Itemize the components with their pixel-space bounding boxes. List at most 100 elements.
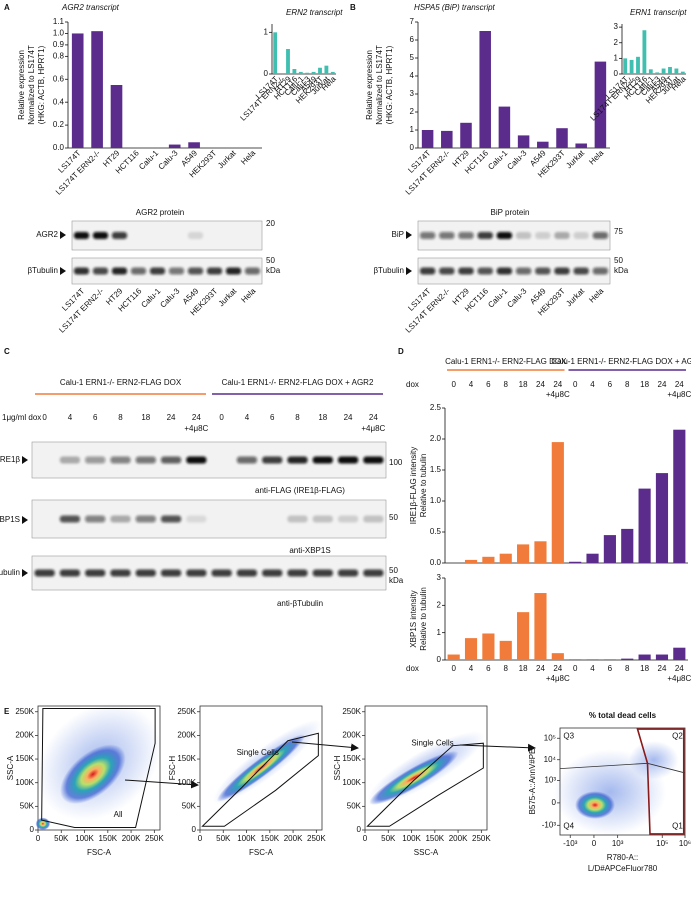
y-tick-label: 0 [410,143,415,152]
blot-band [225,267,242,275]
bar [655,72,660,74]
y-axis-label: B575-A::AnnV#PE [528,749,537,815]
y-tick-label: 10⁴ [544,755,557,764]
blot-band [59,569,81,577]
bar [517,135,530,148]
gate-arrow [124,779,199,789]
y-axis-label: (HKG: ACTB, HPRT1) [37,45,46,124]
gate-label: All [114,810,123,819]
blot-band [554,267,570,275]
bar [642,30,647,74]
bar [603,659,616,660]
bar [575,143,587,148]
y-axis-label: Relative expression [17,50,26,120]
y-axis-label: SSC-A [6,755,15,780]
blot-band [458,267,474,275]
bar [482,633,495,660]
blot-band [515,267,532,275]
row-arrow [22,516,28,524]
x-tick-label: 250K [472,834,491,843]
plot-title: % total dead cells [589,711,657,720]
y-tick-label: 2.5 [430,403,442,412]
blot-row-label: XBP1S [0,515,20,524]
x-tick-label: 8 [625,664,630,673]
bar [674,68,679,74]
row-arrow [406,267,412,275]
y-tick-label: 1 [614,53,619,62]
bar [586,659,599,660]
quadrant-label: Q3 [563,732,574,741]
y-tick-label: 1.5 [430,465,442,474]
lane-label: 4 [245,413,250,422]
x-tick-label: 18 [519,380,528,389]
x-tick-label: 200K [449,834,468,843]
lane-annotation: +4μ8C [361,424,385,433]
y-axis-label: FSC-H [168,756,177,781]
y-tick-label: 0.5 [430,527,442,536]
y-tick-label: 250K [342,707,361,716]
group-label: Calu-1 ERN1-/- ERN2-FLAG DOX + AGR2 [222,378,374,387]
blot-band [135,456,156,464]
x-tick-label: 50K [54,834,69,843]
blot-band [419,232,436,239]
blot-band [111,267,128,275]
x-tick-label: 24 [553,664,562,673]
y-tick-label: 2 [410,107,415,116]
mw-unit: kDa [389,576,404,585]
lane-label: Hela [239,286,257,304]
x-tick-label: 4 [469,380,474,389]
blot-band [59,456,81,464]
x-tick-label: 24 [536,380,545,389]
x-tick-label: 50K [216,834,231,843]
x-tick-label: 250K [145,834,164,843]
x-annotation: +4μ8C [546,674,570,683]
blot-band [592,267,609,275]
blot-band [287,515,308,523]
y-tick-label: 1 [410,125,415,134]
y-tick-label: 4 [410,71,415,80]
x-tick-label: 8 [504,664,509,673]
x-tick-label: 10⁶ [679,839,691,848]
blot-band [477,267,493,275]
bar [556,128,568,148]
x-tick-label: 24 [658,664,667,673]
y-axis-label: XBP1S intensity [409,590,418,647]
bar [324,65,329,74]
bar [668,66,672,74]
y-tick-label: 6 [410,35,415,44]
y-tick-label: 7 [410,17,415,26]
chart-title: HSPA5 (BiP) transcript [414,3,496,12]
x-tick-label: 4 [590,380,595,389]
x-tick-label: 6 [486,664,491,673]
bar [569,561,582,563]
y-tick-label: 250K [15,707,34,716]
x-tick-label: 0 [451,380,456,389]
y-tick-label: 0 [264,69,269,78]
x-tick-label: 10⁵ [656,839,668,848]
mw-marker: 75 [614,227,623,236]
y-tick-label: 2 [614,38,619,47]
blot-band [206,267,223,275]
mw-marker: 50 [614,256,623,265]
blot-band [419,267,436,275]
blot-band [160,515,182,523]
lane-label: 24 [344,413,353,422]
x-tick-label: 0 [573,380,578,389]
y-axis-label: Relative to tubulin [419,454,428,518]
y-axis-label: IRE1β-FLAG intensity [409,447,418,525]
y-axis-label: Relative expression [365,50,374,120]
bar [673,647,686,660]
lane-label: Calu-3 [158,286,181,309]
y-tick-label: 100K [177,778,196,787]
gate [366,742,484,827]
antibody-label: anti-βTubulin [277,599,323,608]
lane-annotation: +4μ8C [184,424,208,433]
blot-band [149,267,166,275]
bar [292,69,297,74]
blot-band [515,232,532,239]
bar [623,58,628,74]
x-tick-label: 4 [469,664,474,673]
bar [661,68,666,74]
blot-row-label: IRE1β [0,455,20,464]
blot-band [262,456,283,464]
